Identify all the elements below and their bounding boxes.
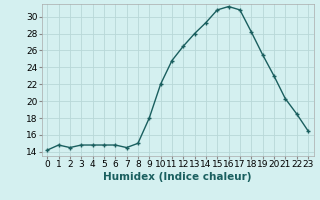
X-axis label: Humidex (Indice chaleur): Humidex (Indice chaleur) bbox=[103, 172, 252, 182]
